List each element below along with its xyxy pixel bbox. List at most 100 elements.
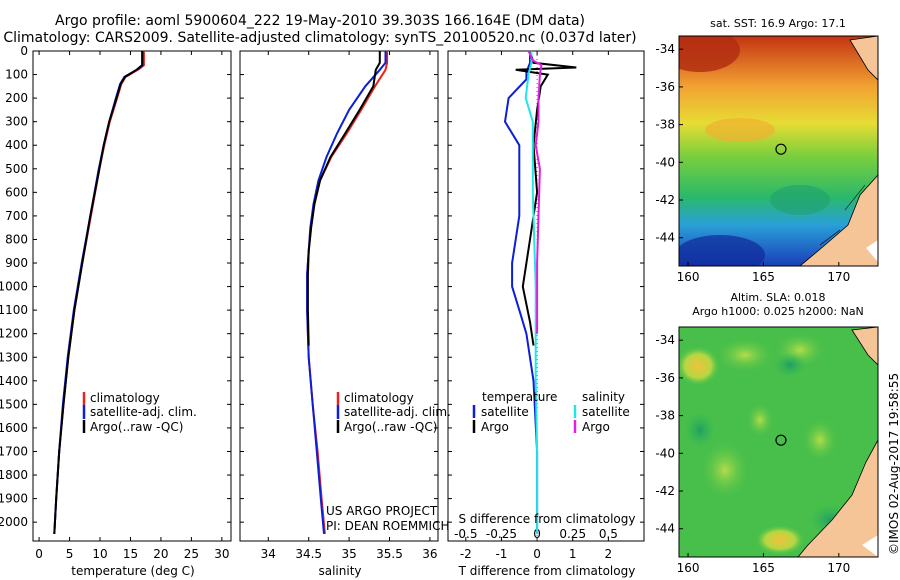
depth-tick-label: 1700 — [0, 444, 28, 458]
t-difference-axis-label: T difference from climatology — [458, 564, 636, 578]
depth-tick-label: 2000 — [0, 515, 28, 529]
depth-tick-label: 1200 — [0, 327, 28, 341]
x-tick-label: 36 — [422, 547, 437, 561]
depth-tick-label: 500 — [5, 162, 28, 176]
project-annotation: US ARGO PROJECT — [326, 504, 438, 518]
legend-label-sal-argo: Argo — [582, 420, 610, 434]
series-line-temperature-satellite — [503, 51, 539, 534]
sla-map-frame — [678, 326, 879, 558]
lat-tick-label: -44 — [655, 231, 675, 245]
x-tick-label: 1 — [569, 547, 577, 561]
depth-axis: 0 100 200 300 400 500 600 700 800 900 1000 1100 1200… — [0, 44, 644, 529]
sla-map-image — [679, 327, 878, 557]
sla-map-subtitle: Argo h1000: 0.025 h2000: NaN — [692, 305, 864, 318]
series-line-temperature-argo — [515, 50, 577, 346]
depth-tick-label: 1600 — [0, 421, 28, 435]
depth-tick-label: 600 — [5, 185, 28, 199]
depth-tick-label: 200 — [5, 91, 28, 105]
sst-map-lat-axis: -34 -36 -38 -40 -42 -44 — [655, 42, 683, 245]
depth-tick-label: 300 — [5, 115, 28, 129]
sst-map-lon-axis: 160 165 170 — [677, 262, 850, 284]
x-tick-label: 30 — [214, 547, 229, 561]
lon-tick-label: 165 — [752, 561, 775, 575]
x-tick-label: 0 — [533, 547, 541, 561]
figure-title-line2: Climatology: CARS2009. Satellite-adjuste… — [3, 30, 637, 46]
sst-map-title: sat. SST: 16.9 Argo: 17.1 — [710, 17, 846, 30]
x-tick-label: 5 — [66, 547, 74, 561]
lon-tick-label: 160 — [677, 561, 700, 575]
salinity-x-axis: 34 34.5 35 35.5 36 — [261, 51, 438, 561]
s-tick-label: 0.5 — [599, 527, 618, 541]
legend-label-climatology: climatology — [344, 391, 414, 405]
pi-annotation: PI: DEAN ROEMMICH — [326, 519, 449, 533]
depth-tick-label: 800 — [5, 232, 28, 246]
depth-tick-label: 1500 — [0, 397, 28, 411]
x-tick-label: 15 — [123, 547, 138, 561]
temperature-x-axis: 0 5 10 15 20 25 30 — [35, 51, 230, 561]
salinity-series — [306, 51, 389, 534]
x-tick-label: -2 — [460, 547, 472, 561]
temperature-plot-frame — [32, 50, 232, 542]
salinity-axis-label: salinity — [318, 564, 361, 578]
depth-tick-label: 900 — [5, 256, 28, 270]
salinity-plot-frame — [239, 50, 439, 542]
x-tick-label: -1 — [495, 547, 507, 561]
x-tick-label: 2 — [605, 547, 613, 561]
depth-tick-label: 1400 — [0, 374, 28, 388]
temperature-legend: climatology satellite-adj. clim. Argo(..… — [82, 391, 197, 434]
series-line-satellite-adj-clim- — [53, 51, 144, 534]
legend-label-satellite: satellite-adj. clim. — [344, 405, 451, 419]
legend-label-sal-satellite: satellite — [582, 405, 630, 419]
difference-legend: temperature salinity satellite Argo sate… — [472, 390, 630, 434]
lat-tick-label: -36 — [655, 80, 675, 94]
lon-tick-label: 160 — [677, 270, 700, 284]
x-tick-label: 25 — [184, 547, 199, 561]
x-tick-label: 20 — [153, 547, 168, 561]
lat-tick-label: -34 — [655, 42, 675, 56]
depth-tick-label: 1000 — [0, 280, 28, 294]
s-difference-x-axis: -0.5 -0.25 0 0.25 0.5 — [454, 527, 618, 541]
sst-map-image — [679, 36, 878, 266]
series-line-salinity-satellite — [524, 51, 539, 534]
series-line-climatology — [53, 51, 145, 534]
lat-tick-label: -42 — [655, 193, 675, 207]
lon-tick-label: 170 — [827, 561, 850, 575]
depth-tick-label: 1100 — [0, 303, 28, 317]
figure-title-line1: Argo profile: aoml 5900604_222 19-May-20… — [55, 13, 585, 29]
legend-group-temperature: temperature — [482, 390, 557, 404]
depth-tick-label: 700 — [5, 209, 28, 223]
sla-map-lat-axis: -34 -36 -38 -40 -42 -44 — [655, 333, 683, 536]
temperature-series — [53, 51, 145, 534]
x-tick-label: 35.5 — [376, 547, 403, 561]
legend-label-argo: Argo(..raw -QC) — [90, 420, 183, 434]
lon-tick-label: 170 — [827, 270, 850, 284]
sla-map-title: Altim. SLA: 0.018 — [730, 291, 825, 304]
series-line-argo-raw-qc- — [53, 51, 144, 534]
legend-label-temp-satellite: satellite — [481, 405, 529, 419]
lat-tick-label: -40 — [655, 446, 675, 460]
x-tick-label: 35 — [341, 547, 356, 561]
argo-position-marker — [775, 434, 787, 446]
lon-tick-label: 165 — [752, 270, 775, 284]
sst-map-frame — [678, 35, 879, 267]
depth-tick-label: 0 — [20, 44, 28, 58]
land-coast — [799, 174, 878, 266]
lat-tick-label: -38 — [655, 118, 675, 132]
difference-plot-frame — [447, 50, 645, 542]
depth-tick-label: 100 — [5, 68, 28, 82]
x-tick-label: 34.5 — [295, 547, 322, 561]
s-tick-label: 0.25 — [559, 527, 586, 541]
s-tick-label: -0.25 — [486, 527, 517, 541]
t-difference-x-axis: -2 -1 0 1 2 — [460, 51, 612, 561]
s-tick-label: 0 — [533, 527, 541, 541]
legend-group-salinity: salinity — [582, 390, 625, 404]
legend-label-argo: Argo(..raw -QC) — [344, 420, 437, 434]
temperature-axis-label: temperature (deg C) — [71, 564, 194, 578]
lat-tick-label: -38 — [655, 409, 675, 423]
difference-series — [503, 50, 577, 534]
legend-label-satellite: satellite-adj. clim. — [90, 405, 197, 419]
depth-tick-label: 1900 — [0, 492, 28, 506]
argo-position-marker — [775, 143, 787, 155]
lat-tick-label: -44 — [655, 522, 675, 536]
